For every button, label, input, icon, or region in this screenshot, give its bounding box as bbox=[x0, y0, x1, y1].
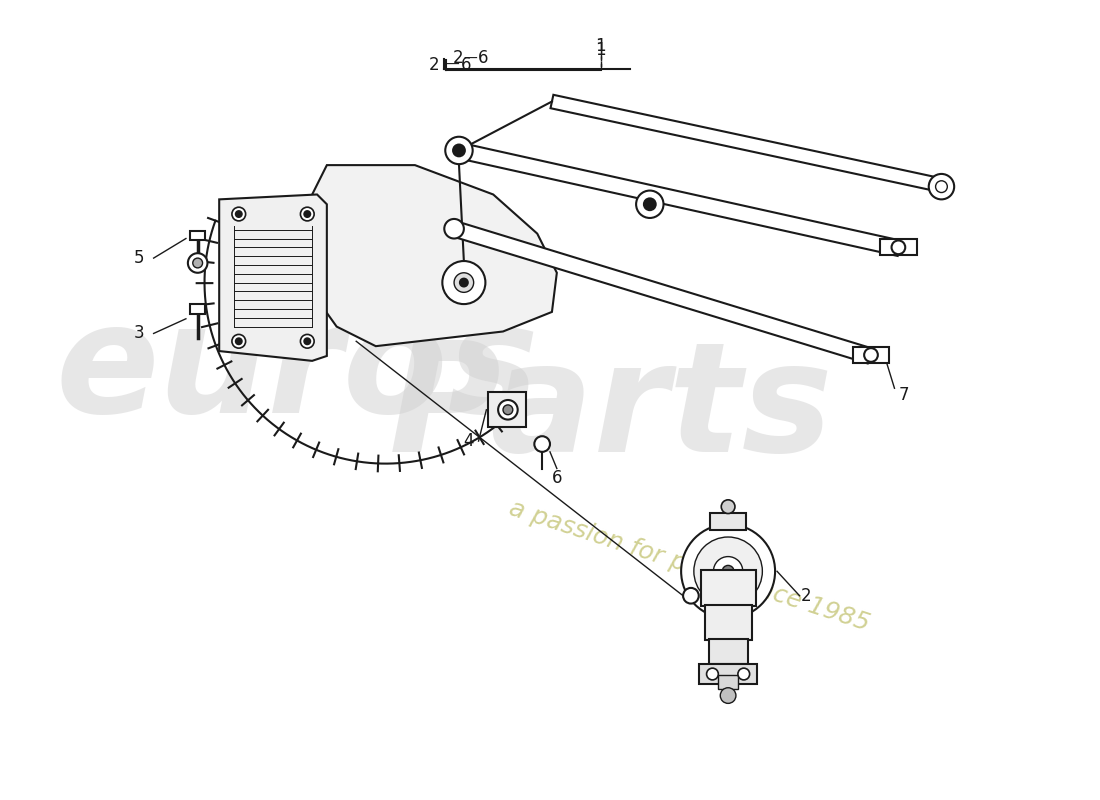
Circle shape bbox=[723, 566, 734, 577]
Text: 2: 2 bbox=[453, 50, 463, 67]
Polygon shape bbox=[698, 664, 758, 684]
Circle shape bbox=[683, 588, 698, 603]
Bar bbox=[190, 304, 206, 314]
Bar bbox=[708, 638, 748, 664]
Circle shape bbox=[865, 348, 878, 362]
Bar bbox=[705, 605, 751, 640]
Circle shape bbox=[232, 334, 245, 348]
Polygon shape bbox=[452, 222, 872, 363]
Bar bbox=[718, 675, 738, 689]
Polygon shape bbox=[302, 165, 557, 346]
Circle shape bbox=[442, 261, 485, 304]
Circle shape bbox=[503, 405, 513, 414]
Circle shape bbox=[235, 338, 242, 344]
Bar bbox=[488, 392, 526, 427]
Circle shape bbox=[714, 557, 742, 586]
Circle shape bbox=[891, 241, 905, 254]
Polygon shape bbox=[219, 194, 327, 361]
Circle shape bbox=[192, 258, 202, 268]
Bar bbox=[854, 347, 889, 363]
Circle shape bbox=[636, 190, 663, 218]
Circle shape bbox=[300, 334, 315, 348]
Text: 1: 1 bbox=[595, 41, 606, 58]
Circle shape bbox=[720, 688, 736, 703]
Text: 6: 6 bbox=[551, 470, 562, 487]
Circle shape bbox=[681, 524, 776, 618]
Bar bbox=[880, 239, 917, 255]
Text: 5: 5 bbox=[134, 249, 144, 267]
Polygon shape bbox=[550, 95, 940, 191]
Text: Parts: Parts bbox=[388, 335, 833, 484]
Text: —: — bbox=[446, 58, 459, 72]
Bar bbox=[711, 513, 746, 530]
Circle shape bbox=[300, 207, 315, 221]
Text: 2: 2 bbox=[801, 586, 812, 605]
Circle shape bbox=[444, 219, 464, 238]
Circle shape bbox=[446, 137, 473, 164]
Text: 7: 7 bbox=[899, 386, 910, 404]
Circle shape bbox=[188, 253, 208, 273]
Circle shape bbox=[453, 145, 465, 156]
Circle shape bbox=[232, 207, 245, 221]
Text: 4: 4 bbox=[463, 432, 474, 450]
Circle shape bbox=[305, 211, 310, 217]
Circle shape bbox=[928, 174, 954, 199]
Circle shape bbox=[706, 668, 718, 680]
Circle shape bbox=[644, 198, 656, 210]
Text: a passion for parts since 1985: a passion for parts since 1985 bbox=[506, 497, 872, 636]
Text: 6: 6 bbox=[461, 56, 471, 74]
Text: 1: 1 bbox=[595, 37, 606, 54]
Polygon shape bbox=[458, 142, 901, 256]
Circle shape bbox=[305, 338, 310, 344]
Circle shape bbox=[738, 668, 749, 680]
Circle shape bbox=[694, 537, 762, 606]
Circle shape bbox=[235, 211, 242, 217]
Text: euros: euros bbox=[56, 296, 539, 445]
Bar bbox=[190, 230, 206, 241]
Text: —: — bbox=[464, 51, 477, 66]
Circle shape bbox=[460, 278, 467, 286]
Text: 6: 6 bbox=[478, 50, 488, 67]
Bar bbox=[701, 570, 756, 606]
Circle shape bbox=[535, 436, 550, 452]
Circle shape bbox=[498, 400, 518, 419]
Text: 2: 2 bbox=[429, 56, 439, 74]
Circle shape bbox=[454, 273, 474, 292]
Circle shape bbox=[936, 181, 947, 193]
Circle shape bbox=[722, 500, 735, 514]
Text: 3: 3 bbox=[133, 325, 144, 342]
